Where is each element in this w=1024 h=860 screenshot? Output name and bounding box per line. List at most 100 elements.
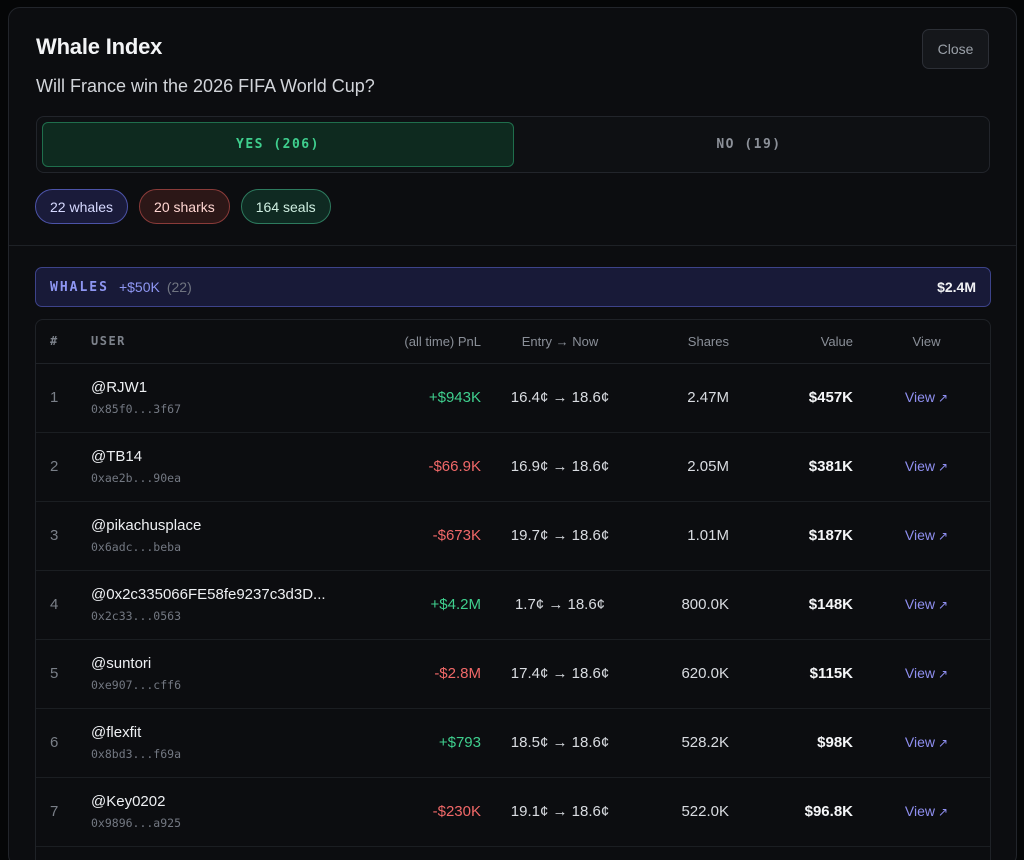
- col-user: USER: [91, 320, 381, 364]
- entry-now-price: 18.5¢ → 18.6¢: [481, 708, 629, 778]
- row-rank: 2: [36, 432, 91, 502]
- tab-yes[interactable]: YES (206): [42, 122, 514, 167]
- whales-filter-pill[interactable]: 22 whales: [35, 189, 129, 224]
- row-rank: 3: [36, 501, 91, 571]
- tab-no[interactable]: NO (19): [716, 137, 782, 152]
- view-label: View: [904, 596, 936, 612]
- position-value: $457K: [729, 363, 853, 433]
- position-value: $381K: [729, 432, 853, 502]
- view-cell: View ↗: [853, 570, 990, 640]
- close-button[interactable]: Close: [922, 29, 989, 69]
- pnl-value: -$673K: [381, 501, 481, 571]
- whales-group-header[interactable]: WHALES +$50K (22) $2.4M: [35, 267, 991, 307]
- username-link[interactable]: @pikachusplace: [91, 517, 202, 534]
- position-value: $96.8K: [729, 777, 853, 847]
- whale-index-modal: Whale Index Will France win the 2026 FIF…: [8, 7, 1017, 860]
- modal-title: Whale Index: [36, 34, 163, 59]
- table-row[interactable]: 7 @Key0202 0x9896...a925 -$230K 19.1¢ → 18.6…: [36, 777, 990, 847]
- pnl-value: +$4.2M: [381, 570, 481, 640]
- username-link[interactable]: @Key0202: [91, 793, 166, 810]
- entry-now-price: 19.1¢ → 18.6¢: [481, 777, 629, 847]
- col-view: View: [853, 320, 990, 364]
- table-row[interactable]: 6 @flexfit 0x8bd3...f69a +$793 18.5¢ → 18.6¢…: [36, 708, 990, 778]
- view-cell: View ↗: [853, 639, 990, 709]
- entry-now-price: 16.4¢ → 18.6¢: [481, 363, 629, 433]
- user-cell: @TB14 0xae2b...90ea: [91, 432, 381, 502]
- entry-now-price: 16.9¢ → 18.6¢: [481, 432, 629, 502]
- col-value[interactable]: Value: [729, 320, 853, 364]
- view-link[interactable]: View ↗: [905, 665, 948, 681]
- view-label: View: [904, 458, 936, 474]
- col-rank: #: [36, 320, 91, 364]
- wallet-address: 0x6adc...beba: [91, 540, 182, 554]
- view-link[interactable]: View ↗: [905, 734, 948, 750]
- wallet-address: 0xe907...cff6: [91, 678, 182, 692]
- external-link-icon: ↗: [938, 529, 949, 543]
- username-link[interactable]: @flexfit: [91, 724, 142, 741]
- entry-now-price: 1.7¢ → 18.6¢: [481, 570, 629, 640]
- table-row[interactable]: 2 @TB14 0xae2b...90ea -$66.9K 16.9¢ → 18.6¢ 2…: [36, 432, 990, 502]
- sharks-filter-pill[interactable]: 20 sharks: [139, 189, 230, 224]
- view-label: View: [904, 527, 936, 543]
- col-pnl[interactable]: (all time) PnL: [381, 320, 481, 364]
- row-rank: 1: [36, 363, 91, 433]
- pnl-value: +$793: [381, 708, 481, 778]
- table-row[interactable]: 1 @RJW1 0x85f0...3f67 +$943K 16.4¢ → 18.6¢ 2.…: [36, 363, 990, 433]
- position-value: $115K: [729, 639, 853, 709]
- external-link-icon: ↗: [938, 391, 949, 405]
- user-cell: @flexfit 0x8bd3...f69a: [91, 708, 381, 778]
- view-cell: View ↗: [853, 501, 990, 571]
- table-row[interactable]: 3 @pikachusplace 0x6adc...beba -$673K 19.7¢ …: [36, 501, 990, 571]
- table-header-row: # USER (all time) PnL Entry → Now Shares…: [36, 320, 990, 364]
- view-label: View: [904, 734, 936, 750]
- group-threshold: +$50K: [118, 279, 160, 295]
- user-cell: @suntori 0xe907...cff6: [91, 639, 381, 709]
- holders-table: # USER (all time) PnL Entry → Now Shares…: [35, 319, 991, 860]
- view-link[interactable]: View ↗: [905, 527, 948, 543]
- group-name: WHALES: [50, 279, 109, 295]
- view-link[interactable]: View ↗: [905, 458, 948, 474]
- external-link-icon: ↗: [938, 667, 949, 681]
- table-row[interactable]: 5 @suntori 0xe907...cff6 -$2.8M 17.4¢ → 18.6…: [36, 639, 990, 709]
- view-link[interactable]: View ↗: [905, 389, 948, 405]
- view-label: View: [904, 803, 936, 819]
- username-link[interactable]: @suntori: [91, 655, 152, 672]
- group-total-value: $2.4M: [937, 279, 976, 295]
- group-count: (22): [166, 279, 192, 295]
- row-rank: 5: [36, 639, 91, 709]
- entry-now-price: 19.7¢ → 18.6¢: [481, 501, 629, 571]
- username-link[interactable]: @0x2c335066FE58fe9237c3d3D...: [91, 586, 326, 603]
- username-link[interactable]: @RJW1: [91, 379, 148, 396]
- wallet-address: 0x2c33...0563: [91, 609, 182, 623]
- outcome-toggle: YES (206) NO (19): [36, 116, 990, 173]
- shares-value: 1.01M: [629, 501, 729, 571]
- pnl-value: -$230K: [381, 777, 481, 847]
- col-shares[interactable]: Shares: [629, 320, 729, 364]
- user-cell: @RJW1 0x85f0...3f67: [91, 363, 381, 433]
- user-cell: @pikachusplace 0x6adc...beba: [91, 501, 381, 571]
- view-link[interactable]: View ↗: [905, 596, 948, 612]
- view-label: View: [904, 665, 936, 681]
- row-rank: 7: [36, 777, 91, 847]
- pnl-value: +$943K: [381, 363, 481, 433]
- pnl-value: -$66.9K: [381, 432, 481, 502]
- shares-value: 528.2K: [629, 708, 729, 778]
- table-row[interactable]: 4 @0x2c335066FE58fe9237c3d3D... 0x2c33...0…: [36, 570, 990, 640]
- view-link[interactable]: View ↗: [905, 803, 948, 819]
- col-entry[interactable]: Entry → Now: [481, 320, 629, 364]
- external-link-icon: ↗: [938, 805, 949, 819]
- market-question: Will France win the 2026 FIFA World Cup?: [36, 76, 375, 96]
- view-label: View: [904, 389, 936, 405]
- external-link-icon: ↗: [938, 598, 949, 612]
- position-value: $148K: [729, 570, 853, 640]
- username-link[interactable]: @TB14: [91, 448, 143, 465]
- entry-now-price: 17.4¢ → 18.6¢: [481, 639, 629, 709]
- shares-value: 2.05M: [629, 432, 729, 502]
- seals-filter-pill[interactable]: 164 seals: [240, 189, 331, 224]
- position-value: $187K: [729, 501, 853, 571]
- shares-value: 800.0K: [629, 570, 729, 640]
- position-value: $98K: [729, 708, 853, 778]
- tier-filters: 22 whales 20 sharks 164 seals: [35, 189, 331, 224]
- shares-value: 522.0K: [629, 777, 729, 847]
- row-rank: 6: [36, 708, 91, 778]
